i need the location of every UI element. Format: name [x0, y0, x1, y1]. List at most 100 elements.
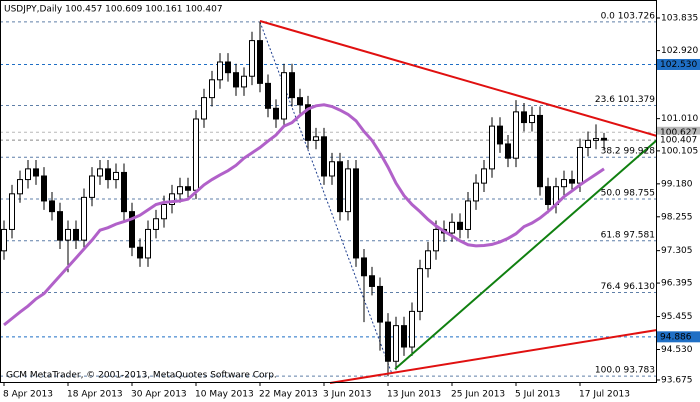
candle-body — [569, 179, 575, 184]
candle-body — [369, 275, 375, 287]
candle-body — [273, 107, 279, 120]
candle-body — [25, 168, 31, 181]
candle-body — [513, 111, 519, 159]
candle-body — [425, 250, 431, 270]
price-box-label: 100.627 — [660, 128, 697, 138]
candle-body — [561, 179, 567, 188]
candle-body — [345, 168, 351, 213]
price-box-label: 102.530 — [660, 60, 697, 70]
candle-body — [521, 111, 527, 124]
candle-body — [529, 114, 535, 124]
trend-line-upper — [259, 20, 658, 137]
candle-body — [169, 193, 175, 206]
moving-average — [3, 103, 605, 327]
y-tick-label: 98.255 — [661, 212, 693, 222]
price-box — [657, 331, 700, 343]
chart-title: USDJPY,Daily 100.457 100.609 100.161 100… — [4, 5, 223, 15]
candle-body — [353, 168, 359, 259]
candle-body — [153, 218, 159, 230]
x-tick-label: 17 Jul 2013 — [579, 390, 630, 400]
fib-label: 50.0 98.755 — [601, 188, 655, 198]
x-tick-label: 5 Jul 2013 — [515, 390, 560, 400]
candle-body — [193, 118, 199, 191]
candle-body — [377, 285, 383, 323]
fib-label: 23.6 101.379 — [595, 95, 655, 105]
y-tick-label: 102.920 — [661, 46, 698, 56]
candle-body — [265, 82, 271, 109]
y-tick-label: 99.180 — [661, 179, 693, 189]
y-tick-label: 96.395 — [661, 279, 693, 289]
candle-body — [385, 321, 391, 362]
y-tick-label: 100.105 — [661, 146, 698, 156]
price-box — [657, 134, 700, 146]
candle-body — [185, 186, 191, 191]
candle-body — [545, 186, 551, 206]
candle-body — [249, 40, 255, 77]
candle-body — [505, 143, 511, 159]
candle-body — [433, 228, 439, 252]
y-tick-label: 101.010 — [661, 114, 698, 124]
y-tick-label: 95.455 — [661, 312, 693, 322]
candle-body — [489, 125, 495, 170]
candle-body — [65, 228, 71, 241]
footer: GCM MetaTrader, © 2001-2013, MetaQuotes … — [6, 371, 277, 381]
candle-body — [289, 72, 295, 99]
y-tick-label: 93.675 — [661, 375, 693, 385]
x-tick-label: 22 May 2013 — [259, 390, 318, 400]
candle-body — [217, 61, 223, 81]
candle-body — [473, 182, 479, 202]
candle-body — [137, 246, 143, 259]
candle-body — [313, 136, 319, 141]
candle-body — [41, 175, 47, 202]
fib-label: 0.0 103.726 — [601, 11, 656, 21]
price-box — [657, 58, 700, 70]
fib-label: 38.2 99.928 — [601, 147, 656, 157]
candle-body — [449, 221, 455, 234]
y-tick-label: 103.835 — [661, 13, 698, 23]
candle-body — [593, 138, 599, 141]
candle-body — [9, 193, 15, 230]
candle-body — [409, 310, 415, 348]
candle-body — [17, 179, 23, 195]
candle-body — [457, 221, 463, 230]
candle-body — [537, 114, 543, 188]
candle-body — [497, 125, 503, 145]
x-tick-label: 25 Jun 2013 — [451, 390, 505, 400]
x-tick-label: 8 Apr 2013 — [3, 390, 53, 400]
candle-body — [57, 211, 63, 241]
candle-body — [161, 204, 167, 220]
candle-body — [393, 325, 399, 362]
candle-body — [129, 211, 135, 248]
candle-body — [201, 97, 207, 120]
y-tick-label: 94.530 — [661, 345, 693, 355]
y-tick-label: 97.305 — [661, 246, 693, 256]
candles — [1, 21, 607, 377]
candle-body — [121, 171, 127, 213]
candle-body — [145, 228, 151, 259]
price-box — [657, 126, 700, 138]
candle-body — [81, 196, 87, 241]
candle-body — [225, 61, 231, 74]
candle-body — [577, 146, 583, 184]
candle-body — [297, 97, 303, 106]
candle-body — [401, 325, 407, 348]
candle-body — [337, 161, 343, 213]
fib-diagonal — [259, 21, 393, 375]
candle-body — [257, 40, 263, 84]
price-box-label: 94.886 — [660, 332, 692, 342]
price-box-label: 100.407 — [660, 136, 697, 146]
candle-body — [105, 168, 111, 181]
candle-body — [73, 228, 79, 241]
x-tick-label: 10 May 2013 — [195, 390, 254, 400]
fib-label: 61.8 97.581 — [601, 230, 655, 240]
candle-body — [329, 161, 335, 177]
fib-label: 100.0 93.783 — [595, 366, 655, 376]
candle-body — [601, 137, 607, 141]
candle-body — [481, 168, 487, 184]
trend-line-lower — [329, 329, 658, 384]
candle-body — [1, 228, 7, 252]
candle-body — [281, 72, 287, 120]
candle-body — [361, 257, 367, 277]
candle-body — [465, 200, 471, 230]
